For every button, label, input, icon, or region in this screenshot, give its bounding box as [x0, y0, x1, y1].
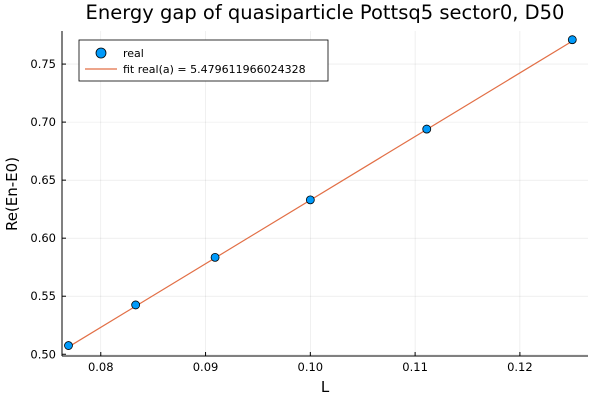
data-point — [422, 124, 432, 134]
legend-label-real: real — [123, 47, 144, 60]
x-tick-label: 0.08 — [88, 360, 114, 374]
legend-box — [78, 39, 329, 82]
y-tick-label: 0.50 — [30, 347, 56, 361]
data-point — [305, 195, 315, 205]
chart-title: Energy gap of quasiparticle Pottsq5 sect… — [86, 1, 565, 24]
x-tick-label: 0.09 — [193, 360, 219, 374]
data-point — [567, 35, 577, 45]
y-tick-label: 0.75 — [30, 57, 56, 71]
y-tick-label: 0.70 — [30, 115, 56, 129]
x-tick-label: 0.11 — [402, 360, 428, 374]
y-tick-label: 0.55 — [30, 289, 56, 303]
data-point — [210, 252, 220, 262]
series-layer — [64, 35, 577, 350]
ticks-layer: 0.08 0.09 0.10 0.11 0.12 0.50 0.55 0.60 0.65 0.70… — [30, 57, 532, 374]
data-point — [64, 341, 73, 350]
data-point — [131, 300, 141, 310]
legend-label-fit: fit real(a) = 5.479611966024328 — [123, 63, 306, 76]
legend-marker-real — [95, 47, 107, 59]
x-tick-label: 0.12 — [507, 360, 533, 374]
x-tick-label: 0.10 — [298, 360, 324, 374]
legend: real fit real(a) = 5.479611966024328 — [78, 39, 329, 82]
y-axis-label: Re(En-E0) — [3, 157, 21, 231]
y-tick-label: 0.60 — [30, 231, 56, 245]
x-axis-label: L — [321, 378, 330, 396]
fit-line — [68, 40, 573, 348]
y-tick-label: 0.65 — [30, 173, 56, 187]
